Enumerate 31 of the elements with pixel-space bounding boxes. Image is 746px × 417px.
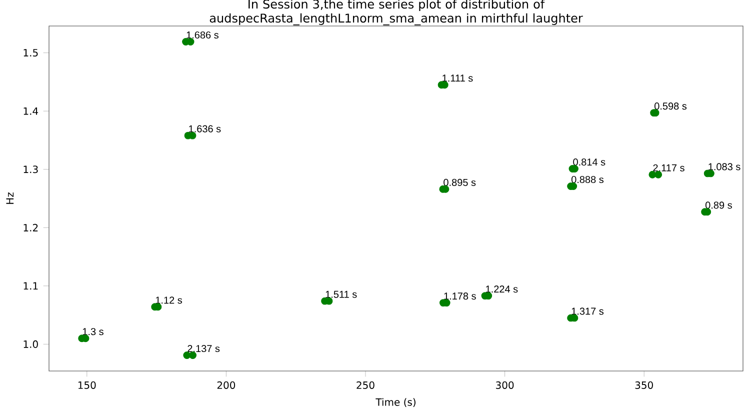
annotation: 1.686 s (186, 31, 218, 39)
x-tick-label: 250 (356, 381, 374, 389)
y-tick-label: 1.4 (24, 107, 38, 115)
x-axis-title: Time (s) (376, 398, 416, 408)
annotation: 1.224 s (486, 286, 518, 293)
annotation: 2.137 s (188, 344, 220, 352)
annotation: 1.317 s (572, 308, 604, 315)
x-tick-label: 150 (78, 381, 96, 389)
annotation: 1.178 s (444, 292, 476, 300)
annotation: 0.598 s (654, 102, 687, 110)
annotation: 1.511 s (326, 290, 357, 298)
annotation: 1.111 s (442, 74, 473, 82)
annotation: 0.895 s (444, 178, 476, 186)
annotation: 0.888 s (571, 176, 604, 184)
y-tick-label: 1.2 (24, 224, 38, 232)
x-tick-label: 350 (635, 381, 653, 389)
annotation: 0.814 s (573, 158, 606, 166)
annotation: 2.117 s (653, 164, 684, 172)
y-tick-label: 1.5 (24, 49, 38, 57)
annotation: 0.89 s (705, 202, 732, 209)
y-axis-title: Hz (6, 192, 14, 204)
annotation: 1.636 s (189, 125, 221, 132)
annotation: 1.083 s (708, 163, 740, 170)
x-tick-label: 200 (217, 381, 236, 389)
annotation: 1.12 s (156, 296, 182, 304)
x-tick-label: 300 (496, 381, 514, 389)
y-tick-label: 1.3 (24, 166, 38, 174)
y-tick-label: 1.0 (24, 340, 38, 348)
annotation: 1.3 s (82, 328, 104, 336)
y-tick-label: 1.1 (24, 282, 38, 290)
point (189, 352, 197, 359)
